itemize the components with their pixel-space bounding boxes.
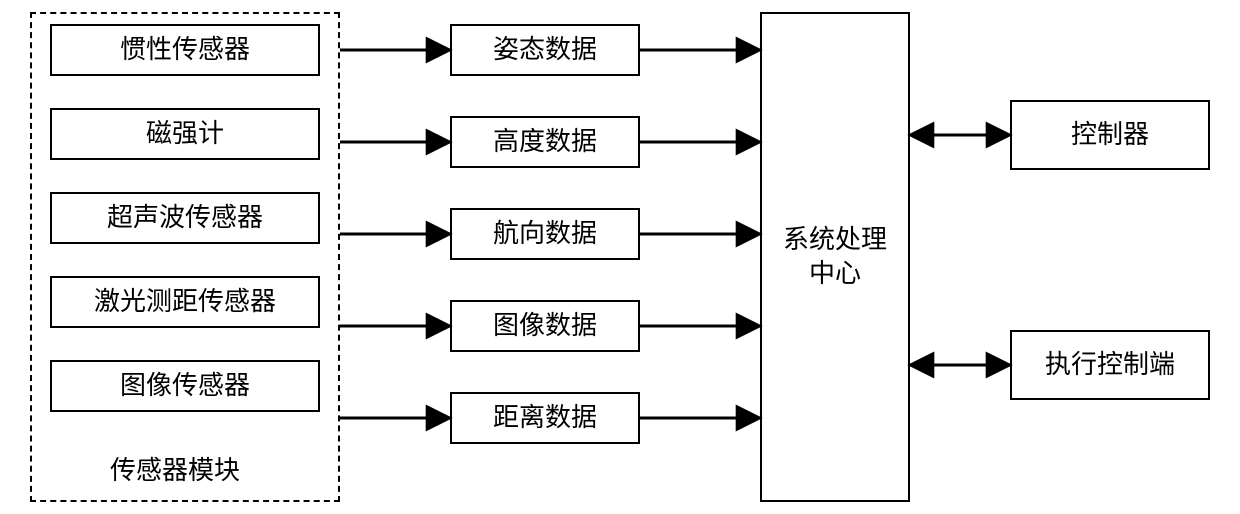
data-altitude: 高度数据 bbox=[450, 116, 640, 168]
data-heading: 航向数据 bbox=[450, 208, 640, 260]
sensor-image: 图像传感器 bbox=[50, 360, 320, 412]
system-processing-center: 系统处理 中心 bbox=[760, 12, 910, 502]
sensor-laser: 激光测距传感器 bbox=[50, 276, 320, 328]
sensor-module-group bbox=[30, 12, 340, 502]
data-distance: 距离数据 bbox=[450, 392, 640, 444]
data-attitude: 姿态数据 bbox=[450, 24, 640, 76]
data-image: 图像数据 bbox=[450, 300, 640, 352]
sensor-magnetometer: 磁强计 bbox=[50, 108, 320, 160]
sensor-inertial: 惯性传感器 bbox=[50, 24, 320, 76]
sensor-ultrasonic: 超声波传感器 bbox=[50, 192, 320, 244]
controller-box: 控制器 bbox=[1010, 100, 1210, 170]
sensor-module-label: 传感器模块 bbox=[110, 450, 240, 487]
execution-control-box: 执行控制端 bbox=[1010, 330, 1210, 400]
